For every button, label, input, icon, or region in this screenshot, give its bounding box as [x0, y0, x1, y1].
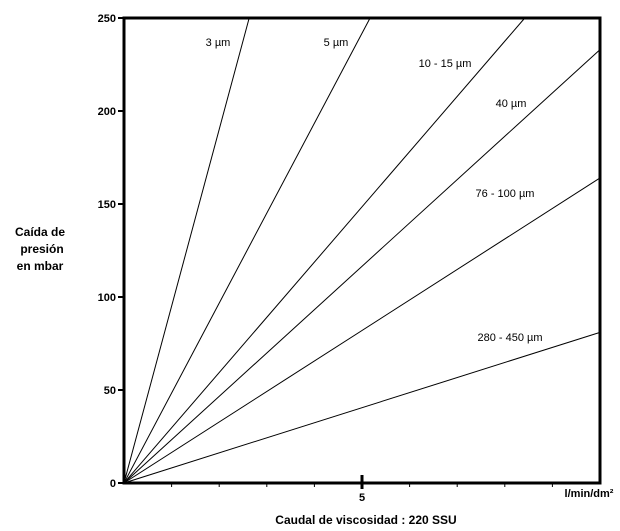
series-lines — [123, 17, 601, 484]
series-line-5 — [123, 331, 601, 484]
y-tick-label-2: 100 — [98, 292, 116, 304]
y-tick-label-1: 50 — [104, 385, 116, 397]
series-line-1 — [123, 17, 371, 484]
axis-ticks: 0 50 100 150 200 250 5 — [98, 13, 553, 504]
y-tick-label-0: 0 — [110, 478, 116, 490]
plot-frame — [122, 16, 602, 485]
series-label-1: 5 µm — [324, 37, 349, 49]
series-label-5: 280 - 450 µm — [477, 332, 542, 344]
series-label-2: 10 - 15 µm — [419, 58, 472, 70]
series-label-3: 40 µm — [496, 98, 527, 110]
y-tick-label-4: 200 — [98, 106, 116, 118]
y-tick-label-3: 150 — [98, 199, 116, 211]
x-tick-label-0: 5 — [359, 492, 365, 504]
x-axis-title: Caudal de viscosidad : 220 SSU — [275, 513, 456, 527]
series-label-4: 76 - 100 µm — [476, 188, 535, 200]
y-tick-label-5: 250 — [98, 13, 116, 25]
series-labels: 3 µm 5 µm 10 - 15 µm 40 µm 76 - 100 µm 280 - … — [206, 37, 543, 344]
x-axis-unit-label: l/min/dm² — [565, 488, 614, 500]
y-axis-title-line-1: Caída de — [15, 225, 65, 239]
y-axis-title-line-2: presión — [20, 242, 63, 256]
series-line-4 — [123, 177, 601, 484]
series-line-2 — [123, 17, 526, 484]
series-line-3 — [123, 49, 601, 484]
series-label-0: 3 µm — [206, 37, 231, 49]
series-line-0 — [123, 17, 250, 484]
y-axis-title-line-3: en mbar — [17, 259, 64, 273]
